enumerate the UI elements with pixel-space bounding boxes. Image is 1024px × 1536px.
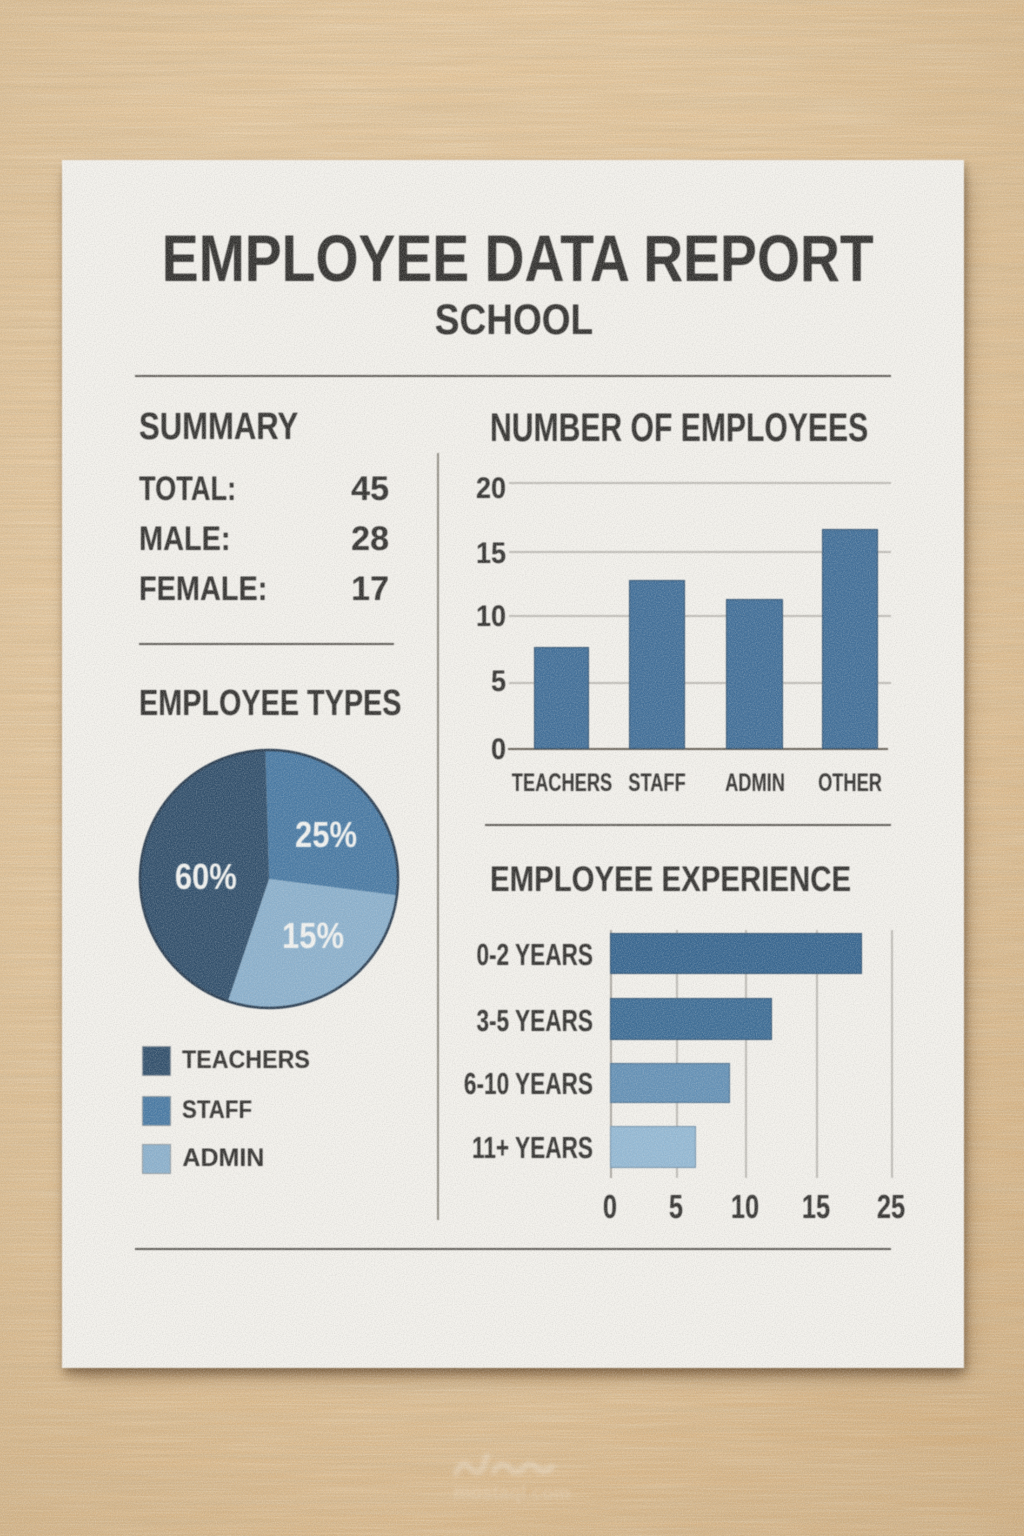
svg-text:25%: 25% bbox=[295, 816, 357, 856]
svg-text:60%: 60% bbox=[175, 858, 237, 898]
svg-text:15%: 15% bbox=[282, 917, 344, 957]
